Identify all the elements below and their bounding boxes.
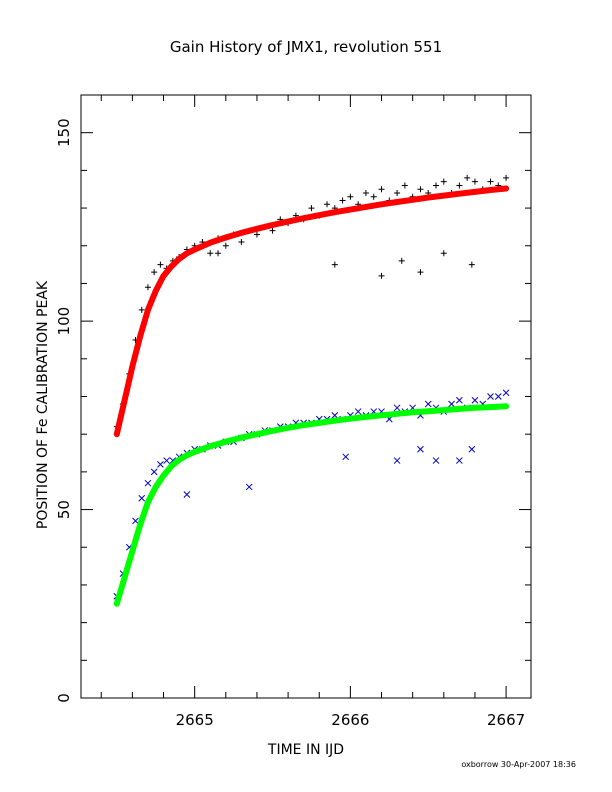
data-point	[157, 460, 164, 468]
x-axis-label: TIME IN IJD	[267, 742, 344, 758]
data-point	[468, 261, 475, 268]
data-point	[144, 284, 151, 291]
data-point	[269, 227, 276, 234]
data-point	[370, 193, 377, 200]
data-point	[339, 197, 346, 204]
data-point	[440, 250, 447, 257]
data-point	[417, 445, 424, 453]
data-point	[378, 186, 385, 193]
data-point	[215, 250, 222, 257]
data-point	[448, 400, 455, 408]
data-marks	[113, 174, 510, 607]
data-point	[433, 182, 440, 189]
chart-title: Gain History of JMX1, revolution 551	[170, 38, 442, 56]
x-tick-label: 2665	[176, 711, 214, 729]
data-point	[393, 404, 401, 412]
data-point	[238, 238, 245, 245]
data-point	[487, 393, 494, 400]
data-point	[424, 400, 432, 408]
data-point	[362, 189, 369, 196]
data-point	[144, 479, 152, 487]
data-point	[464, 174, 471, 181]
fit-curve	[113, 185, 510, 438]
data-point	[207, 250, 214, 257]
data-point	[378, 272, 385, 279]
data-point	[393, 457, 401, 464]
data-point	[432, 457, 440, 464]
x-tick-label: 2667	[487, 711, 525, 729]
data-point	[157, 261, 164, 268]
data-point	[347, 193, 354, 200]
data-point	[468, 445, 476, 453]
data-point	[138, 494, 146, 502]
data-point	[342, 453, 350, 461]
x-tick-label: 2666	[331, 711, 369, 729]
data-point	[417, 186, 424, 193]
data-point	[456, 182, 463, 189]
data-point	[138, 306, 145, 313]
data-point	[222, 242, 229, 249]
data-point	[440, 178, 447, 185]
axis-ticks	[81, 94, 531, 699]
data-point	[401, 182, 408, 189]
data-point	[456, 457, 463, 464]
data-point	[487, 178, 494, 185]
data-point	[151, 269, 158, 276]
data-point	[354, 408, 362, 415]
fit-curve	[113, 403, 510, 607]
y-tick-label: 50	[55, 500, 73, 519]
tick-labels: 2665 2666 2667 0 50 100 150	[55, 118, 525, 729]
data-point	[163, 457, 170, 464]
y-tick-label: 150	[55, 118, 73, 147]
y-axis-label: POSITION OF Fe CALIBRATION PEAK	[35, 280, 51, 529]
data-point	[471, 178, 478, 185]
data-point	[245, 483, 253, 491]
y-tick-label: 0	[55, 693, 73, 703]
y-tick-label: 100	[55, 307, 73, 336]
data-point	[331, 261, 338, 268]
data-point	[502, 389, 510, 397]
data-point	[183, 491, 191, 498]
data-point	[471, 396, 479, 404]
data-point	[150, 468, 158, 476]
data-point	[417, 269, 424, 276]
data-point	[132, 517, 139, 525]
footer-credit: oxborrow 30-Apr-2007 18:36	[461, 760, 576, 769]
data-point	[308, 205, 315, 212]
data-point	[324, 201, 331, 208]
data-point	[456, 396, 463, 404]
data-point	[494, 393, 502, 400]
data-point	[503, 174, 510, 181]
plot-frame	[80, 94, 532, 699]
data-point	[398, 257, 405, 264]
data-point	[253, 231, 260, 238]
data-point	[394, 189, 401, 196]
